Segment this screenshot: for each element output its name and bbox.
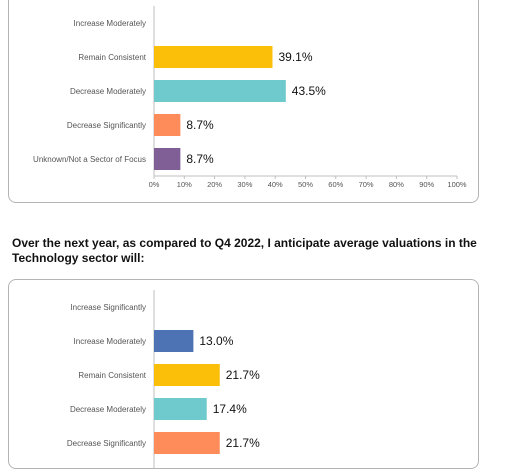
data-label: 21.7% bbox=[226, 368, 260, 382]
data-label: 39.1% bbox=[278, 50, 312, 64]
category-label: Decrease Significantly bbox=[67, 439, 146, 448]
category-label: Unknown/Not a Sector of Focus bbox=[33, 155, 146, 164]
data-label: 43.5% bbox=[292, 84, 326, 98]
category-label: Increase Moderately bbox=[74, 19, 146, 28]
data-label: 13.0% bbox=[199, 334, 233, 348]
bar bbox=[154, 364, 220, 386]
category-label: Remain Consistent bbox=[78, 371, 146, 380]
data-label: 8.7% bbox=[186, 152, 214, 166]
bar bbox=[154, 148, 181, 170]
x-tick-label: 90% bbox=[419, 180, 434, 189]
x-tick-label: 10% bbox=[177, 180, 192, 189]
category-label: Decrease Significantly bbox=[67, 121, 146, 130]
bar bbox=[154, 330, 194, 352]
x-tick-label: 80% bbox=[389, 180, 404, 189]
x-tick-label: 70% bbox=[359, 180, 374, 189]
x-tick-label: 50% bbox=[298, 180, 313, 189]
chart-panel-1: Increase Moderately Remain Consistent 39.1… bbox=[8, 0, 479, 203]
x-tick-label: 60% bbox=[328, 180, 343, 189]
data-label: 17.4% bbox=[213, 402, 247, 416]
chart-panel-2: Increase Significantly Increase Moderatel… bbox=[8, 279, 479, 473]
x-tick-label: 20% bbox=[207, 180, 222, 189]
x-tick-label: 100% bbox=[447, 180, 467, 189]
bar bbox=[154, 46, 273, 68]
bar bbox=[154, 398, 207, 420]
x-tick-label: 0% bbox=[149, 180, 160, 189]
chart-1: Increase Moderately Remain Consistent 39.1… bbox=[33, 6, 467, 189]
bar bbox=[154, 114, 181, 136]
x-tick-label: 40% bbox=[268, 180, 283, 189]
chart-2-question: Over the next year, as compared to Q4 20… bbox=[12, 236, 477, 265]
category-label: Increase Moderately bbox=[74, 337, 146, 346]
bar bbox=[154, 432, 220, 454]
x-tick-label: 30% bbox=[237, 180, 252, 189]
data-label: 8.7% bbox=[186, 118, 214, 132]
chart-2: Increase Significantly Increase Moderatel… bbox=[67, 290, 260, 473]
bar bbox=[154, 80, 286, 102]
category-label: Decrease Moderately bbox=[70, 87, 146, 96]
category-label: Decrease Moderately bbox=[70, 405, 146, 414]
category-label: Remain Consistent bbox=[78, 53, 146, 62]
data-label: 21.7% bbox=[226, 436, 260, 450]
category-label: Increase Significantly bbox=[70, 303, 146, 312]
